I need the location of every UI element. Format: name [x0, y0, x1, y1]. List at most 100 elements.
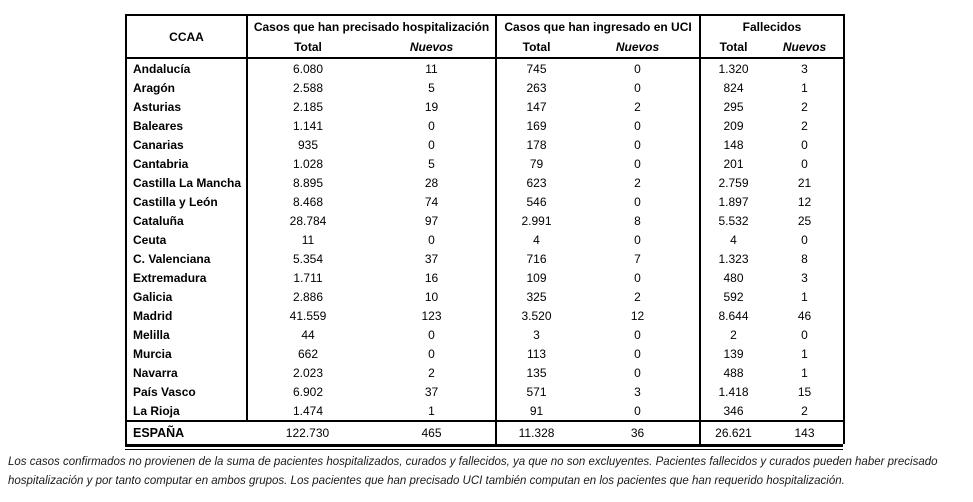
value-cell: 2.588: [246, 78, 368, 97]
value-cell: 0: [428, 118, 435, 133]
value-cell: 1.897: [699, 192, 767, 211]
value-cell: 37: [424, 384, 439, 399]
value-cell: 74: [424, 194, 439, 209]
table-row: Castilla La Mancha 8.895 28 623 2 2.759 21: [126, 173, 844, 192]
value-cell: 5.354: [246, 249, 368, 268]
value-cell: 263: [495, 78, 577, 97]
value-cell: 12: [797, 194, 812, 209]
value-cell: 0: [634, 270, 641, 285]
value-cell: 28.784: [246, 211, 368, 230]
value-cell: 11: [425, 61, 438, 76]
value-cell: 745: [495, 58, 577, 78]
value-cell: 1.028: [246, 154, 368, 173]
table-row: Melilla 44 0 3 0 2 0: [126, 325, 844, 344]
value-cell: 21: [797, 175, 812, 190]
value-cell: 295: [699, 97, 767, 116]
value-cell: 0: [428, 137, 435, 152]
ccaa-data-table: CCAA Casos que han precisado hospitaliza…: [125, 14, 846, 444]
table-bottom-double-rule: [125, 444, 843, 450]
value-cell: 8: [801, 251, 808, 266]
value-cell: 1.474: [246, 401, 368, 421]
value-cell: 0: [801, 137, 808, 152]
value-cell: 662: [246, 344, 368, 363]
value-cell: 5.532: [699, 211, 767, 230]
ccaa-name-cell: Castilla y León: [133, 194, 218, 209]
value-cell: 325: [495, 287, 577, 306]
value-cell: 123: [421, 308, 442, 323]
total-uci-total: 11.328: [495, 421, 577, 444]
value-cell: 0: [801, 156, 808, 171]
group-header-uci: Casos que han ingresado en UCI: [495, 15, 701, 37]
table-row: Navarra 2.023 2 135 0 488 1: [126, 363, 844, 382]
value-cell: 7: [634, 251, 641, 266]
value-cell: 2: [634, 289, 641, 304]
table-row: Castilla y León 8.468 74 546 0 1.897 12: [126, 192, 844, 211]
value-cell: 0: [634, 346, 641, 361]
value-cell: 824: [699, 78, 767, 97]
value-cell: 2.185: [246, 97, 368, 116]
value-cell: 25: [797, 213, 812, 228]
value-cell: 1: [801, 365, 808, 380]
value-cell: 2: [634, 99, 641, 114]
value-cell: 0: [634, 194, 641, 209]
value-cell: 0: [428, 327, 435, 342]
subheader-uci-nuevos: Nuevos: [615, 40, 660, 54]
ccaa-name-cell: Murcia: [133, 346, 172, 361]
value-cell: 2.991: [495, 211, 577, 230]
value-cell: 0: [634, 118, 641, 133]
table-row: Andalucía 6.080 11 745 0 1.320 3: [126, 58, 844, 78]
value-cell: 201: [699, 154, 767, 173]
ccaa-name-cell: Ceuta: [133, 232, 167, 247]
table-row: País Vasco 6.902 37 571 3 1.418 15: [126, 382, 844, 401]
value-cell: 209: [699, 116, 767, 135]
value-cell: 0: [634, 327, 641, 342]
value-cell: 79: [495, 154, 577, 173]
table-header: CCAA Casos que han precisado hospitaliza…: [126, 15, 845, 58]
value-cell: 44: [246, 325, 368, 344]
table-row: Ceuta 11 0 4 0 4 0: [126, 230, 844, 249]
table-row: Galicia 2.886 10 325 2 592 1: [126, 287, 844, 306]
value-cell: 148: [699, 135, 767, 154]
value-cell: 8.644: [699, 306, 767, 325]
value-cell: 2.886: [246, 287, 368, 306]
value-cell: 6.080: [246, 58, 368, 78]
value-cell: 0: [428, 346, 435, 361]
value-cell: 2: [428, 365, 435, 380]
value-cell: 0: [634, 80, 641, 95]
value-cell: 113: [495, 344, 577, 363]
value-cell: 346: [699, 401, 767, 421]
value-cell: 1: [801, 80, 808, 95]
value-cell: 10: [424, 289, 439, 304]
value-cell: 4: [699, 230, 767, 249]
value-cell: 178: [495, 135, 577, 154]
total-uci-nuevos: 36: [630, 426, 645, 440]
group-header-hospitalizacion: Casos que han precisado hospitalización: [253, 19, 490, 34]
value-cell: 15: [797, 384, 812, 399]
value-cell: 12: [630, 308, 645, 323]
value-cell: 1: [428, 403, 435, 418]
ccaa-column-header: CCAA: [126, 15, 248, 58]
ccaa-name-cell: Navarra: [133, 365, 178, 380]
value-cell: 0: [634, 365, 641, 380]
value-cell: 935: [246, 135, 368, 154]
ccaa-name-cell: C. Valenciana: [133, 251, 211, 266]
sub-header-row: Total Nuevos Total Nuevos Total Nuevos: [126, 37, 844, 58]
ccaa-name-cell: Canarias: [133, 137, 184, 152]
value-cell: 2: [699, 325, 767, 344]
value-cell: 147: [495, 97, 577, 116]
value-cell: 1: [801, 346, 808, 361]
ccaa-name-cell: Madrid: [133, 308, 173, 323]
value-cell: 37: [424, 251, 439, 266]
ccaa-name-cell: Baleares: [133, 118, 184, 133]
value-cell: 3: [495, 325, 577, 344]
value-cell: 2.023: [246, 363, 368, 382]
value-cell: 0: [634, 156, 641, 171]
table-row: C. Valenciana 5.354 37 716 7 1.323 8: [126, 249, 844, 268]
value-cell: 135: [495, 363, 577, 382]
value-cell: 0: [634, 61, 641, 76]
value-cell: 0: [634, 232, 641, 247]
group-header-fallecidos: Fallecidos: [699, 15, 845, 37]
table-row: Murcia 662 0 113 0 139 1: [126, 344, 844, 363]
ccaa-name-cell: Cantabria: [133, 156, 189, 171]
